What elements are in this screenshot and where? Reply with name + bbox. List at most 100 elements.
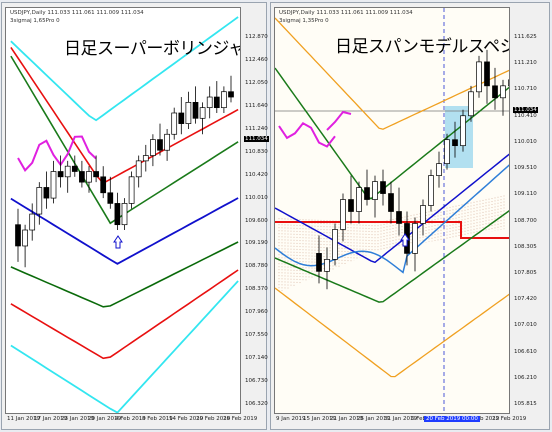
left-candle-body [228,91,234,98]
right-plot-area[interactable]: USDJPY,Daily 111.033 111.061 111.009 111… [274,7,510,414]
left-y-tick: 106.730 [245,378,268,385]
right-y-tick: 107.420 [514,296,537,303]
right-candle-body [428,175,434,206]
left-y-tick: 106.320 [245,401,268,407]
right-candle-body [340,199,346,230]
left-symbol-line: USDJPY,Daily 111.033 111.061 111.009 111… [10,10,144,16]
right-time-axis: 9 Jan 2019 15 Jan 2019 21 Jan 2019 25 Jan 2… [274,414,526,427]
left-candle-body [185,101,192,124]
right-x-tick: 25 Jan 2019 [357,416,390,422]
right-y-tick: 111.210 [514,60,537,67]
left-x-tick: 11 Jan 2019 [7,416,40,422]
left-y-tick: 109.190 [245,240,268,247]
left-candle-body [164,133,170,151]
right-y-tick: 110.710 [514,86,537,93]
left-candle-body [36,187,43,215]
right-candle-body [364,187,370,200]
right-candle-body [444,139,450,164]
right-y-tick: 109.110 [514,191,537,198]
left-y-tick: 112.460 [245,56,268,63]
left-candle-body [15,224,21,247]
left-y-tick: 109.600 [245,217,268,224]
right-candle-body [324,259,330,272]
left-candle-body [213,96,220,109]
left-indicator-line: 3sigmaj 1,65Pro 0 [10,18,60,24]
right-current-price-label: 111.034 [513,107,538,113]
left-candle-body [22,229,28,247]
left-time-axis: 11 Jan 2019 17 Jan 2019 23 Jan 2019 29 Jan … [5,414,257,427]
left-candle-body [128,176,135,204]
left-y-tick: 107.550 [245,332,268,339]
right-y-tick: 107.010 [514,322,537,329]
left-x-tick: 29 Jan 2019 [88,416,121,422]
right-candle-body [372,181,378,200]
right-candle-body [420,205,426,224]
left-chart-svg [10,16,239,413]
right-chart-title: 日足スパンモデルスペシャル [335,37,509,57]
right-candle-body [436,163,442,176]
left-candle-body [57,171,64,178]
left-x-tick: 23 Jan 2019 [61,416,94,422]
left-chart-title: 日足スーパーボリンジャー [64,39,240,59]
left-candle-body [86,171,92,183]
left-candle-body [206,96,213,109]
right-candle-body [396,211,402,224]
left-x-tick: 4 Feb 2019 [115,416,146,422]
left-lower-cyan-band [10,280,239,413]
left-candle-body [192,101,199,119]
right-y-tick: 107.805 [514,269,537,276]
left-y-tick: 110.830 [245,148,268,155]
left-price-axis: 112.870 112.460 112.050 111.640 111.240 110.8… [243,7,269,414]
left-x-tick: 26 Feb 2019 [223,416,258,422]
left-candle-body [29,213,36,231]
right-chart-window[interactable]: USDJPY,Daily 111.033 111.061 111.009 111… [270,2,550,430]
left-candle-body [71,165,78,172]
left-candle-body [221,91,227,109]
left-y-tick: 107.140 [245,355,268,362]
right-candle-body [508,79,509,87]
right-candle-body [332,229,338,260]
right-x-tick: 31 Jan 2019 [384,416,417,422]
left-y-tick: 111.640 [245,102,268,109]
right-y-tick: 108.700 [514,217,537,224]
right-y-tick: 110.410 [514,112,537,119]
right-x-tick: 18 Feb 2019 [465,416,500,422]
left-y-tick: 112.870 [245,34,268,40]
left-candle-body [107,192,114,204]
right-lagging-magenta-line [278,122,336,148]
left-candle-body [114,203,121,226]
right-candle-body [388,193,394,212]
left-x-tick: 14 Feb 2019 [169,416,204,422]
right-y-tick: 108.305 [514,243,537,250]
right-candle-body [412,223,418,254]
left-y-tick: 110.010 [245,194,268,201]
left-upper-cyan-band [10,16,239,122]
right-candle-body [460,115,466,147]
left-chart-window[interactable]: USDJPY,Daily 111.033 111.061 111.009 111… [1,2,269,430]
right-y-tick: 110.010 [514,138,537,145]
right-candle-body [316,253,322,272]
left-y-tick: 108.370 [245,286,268,293]
right-candle-body [492,85,498,99]
right-y-tick: 106.610 [514,348,537,355]
right-x-tick: 22 Feb 2019 [492,416,527,422]
right-x-tick: 21 Jan 2019 [330,416,363,422]
right-candle-body [356,187,362,212]
left-x-tick: 20 Feb 2019 [196,416,231,422]
right-indicator-line: 3sigmaj 1,35Pro 0 [279,18,329,24]
left-y-tick: 112.050 [245,79,268,86]
right-candle-body [476,61,482,93]
right-x-tick: 9 Jan 2019 [276,416,306,422]
right-lagging-magenta-line [326,110,352,131]
right-x-tick: 15 Jan 2019 [303,416,336,422]
left-middle-blue-band [10,197,239,265]
left-candle-body [121,203,128,226]
left-plot-area[interactable]: USDJPY,Daily 111.033 111.061 111.009 111… [5,7,241,414]
left-y-tick: 108.780 [245,263,268,270]
right-upper-green-band [275,67,509,200]
left-y-tick: 111.240 [245,125,268,132]
left-candle-body [150,139,156,156]
left-x-tick: 17 Jan 2019 [34,416,67,422]
left-lagging-magenta-line [17,135,97,172]
right-candle-body [380,181,386,194]
